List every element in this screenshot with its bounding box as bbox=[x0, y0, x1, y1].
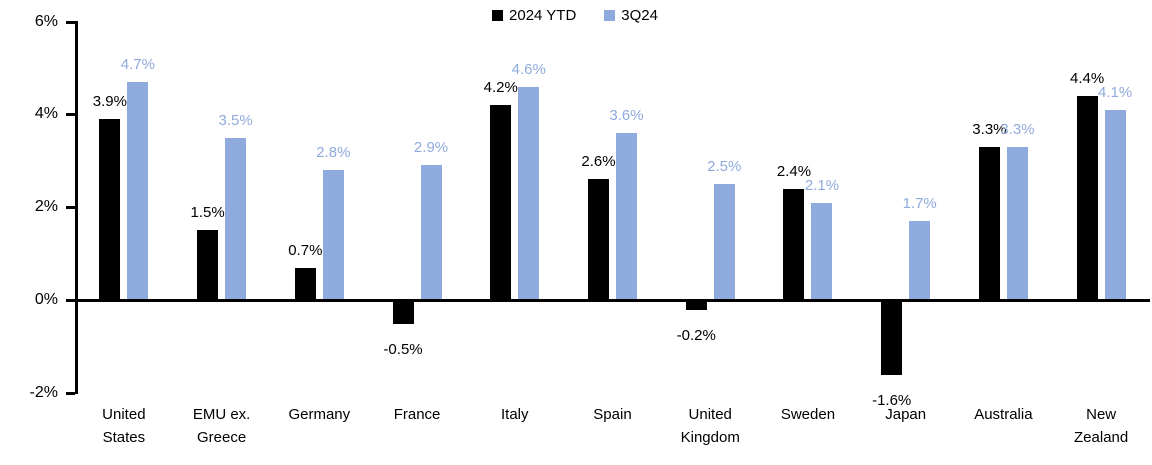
data-label-2024-ytd-australia: 3.3% bbox=[972, 120, 1007, 138]
y-axis-tick-label: 2% bbox=[34, 198, 58, 216]
bar-2024-ytd-germany bbox=[294, 267, 316, 300]
y-axis-tick-label: 0% bbox=[34, 291, 58, 308]
legend-label-2024-ytd: 2024 YTD bbox=[509, 7, 577, 24]
bar-2024-ytd-australia bbox=[978, 146, 1000, 300]
legend-swatch-3q24 bbox=[604, 10, 616, 21]
y-axis-tick-mark bbox=[66, 113, 75, 117]
legend-swatch-2024-ytd bbox=[492, 10, 504, 21]
x-axis-category-label-france: France bbox=[393, 406, 441, 423]
y-axis-tick-mark bbox=[66, 206, 75, 210]
bar-3q24-italy bbox=[518, 86, 540, 300]
x-axis-category-label-spain: Spain bbox=[593, 406, 632, 423]
chart-legend: 2024 YTD 3Q24 bbox=[75, 7, 1075, 24]
y-axis-tick-label: 4% bbox=[34, 105, 58, 123]
bar-3q24-france bbox=[420, 165, 442, 300]
legend-item-3q24: 3Q24 bbox=[604, 7, 658, 24]
data-label-3q24-spain: 3.6% bbox=[609, 106, 644, 124]
y-axis-tick-label: -2% bbox=[29, 383, 58, 401]
x-axis-category-label-australia: Australia bbox=[974, 406, 1033, 423]
bar-2024-ytd-spain bbox=[588, 179, 609, 300]
data-label-3q24-united-states: 4.7% bbox=[120, 55, 155, 73]
x-axis-category-label-germany: Germany bbox=[288, 406, 351, 423]
bar-2024-ytd-japan bbox=[881, 301, 903, 376]
data-label-2024-ytd-italy: 4.2% bbox=[483, 79, 518, 97]
x-axis-zero-line bbox=[75, 299, 1150, 302]
data-label-2024-ytd-spain: 2.6% bbox=[581, 153, 616, 171]
data-label-2024-ytd-france: -0.5% bbox=[383, 341, 423, 359]
bar-3q24-spain bbox=[616, 132, 637, 300]
data-label-2024-ytd-japan: -1.6% bbox=[872, 392, 912, 410]
bar-3q24-emu-ex-greece bbox=[225, 137, 247, 300]
bar-2024-ytd-sweden bbox=[783, 188, 805, 300]
bar-2024-ytd-united-kingdom bbox=[685, 301, 707, 311]
bar-3q24-australia bbox=[1006, 146, 1028, 300]
bar-3q24-new-zealand bbox=[1104, 109, 1126, 300]
data-label-3q24-united-kingdom: 2.5% bbox=[707, 158, 742, 175]
bar-2024-ytd-new-zealand bbox=[1076, 95, 1098, 300]
bar-3q24-sweden bbox=[811, 202, 833, 300]
x-axis-category-label-japan: Japan bbox=[885, 406, 927, 423]
bar-2024-ytd-united-states bbox=[99, 119, 121, 300]
x-axis-category-label-new-zealand: New Zealand bbox=[1074, 406, 1129, 446]
data-label-3q24-germany: 2.8% bbox=[316, 144, 351, 162]
bar-2024-ytd-emu-ex-greece bbox=[197, 230, 219, 300]
data-label-3q24-japan: 1.7% bbox=[902, 195, 937, 213]
y-axis-tick-mark bbox=[66, 20, 75, 24]
bar-2024-ytd-italy bbox=[490, 105, 512, 300]
x-axis-category-label-united-states: United States bbox=[102, 406, 146, 446]
bar-3q24-japan bbox=[909, 221, 931, 300]
y-axis-tick-label: 6% bbox=[34, 12, 58, 30]
bar-2024-ytd-france bbox=[392, 301, 414, 325]
x-axis-category-label-italy: Italy bbox=[501, 406, 529, 423]
data-label-2024-ytd-emu-ex-greece: 1.5% bbox=[190, 204, 225, 222]
data-label-3q24-sweden: 2.1% bbox=[804, 176, 840, 194]
x-axis-category-label-united-kingdom: United Kingdom bbox=[680, 406, 740, 446]
data-label-3q24-australia: 3.3% bbox=[1000, 120, 1035, 138]
bar-3q24-united-states bbox=[127, 81, 149, 300]
bar-3q24-germany bbox=[322, 170, 344, 300]
data-label-2024-ytd-new-zealand: 4.4% bbox=[1070, 69, 1105, 87]
y-axis-tick-mark bbox=[66, 391, 75, 395]
y-axis-line bbox=[75, 21, 78, 394]
legend-label-3q24: 3Q24 bbox=[621, 7, 658, 24]
data-label-2024-ytd-germany: 0.7% bbox=[288, 241, 323, 259]
x-axis-category-label-sweden: Sweden bbox=[780, 406, 836, 423]
data-label-2024-ytd-united-kingdom: -0.2% bbox=[676, 327, 716, 345]
bar-3q24-united-kingdom bbox=[713, 184, 735, 300]
legend-item-2024-ytd: 2024 YTD bbox=[492, 7, 576, 24]
data-label-3q24-italy: 4.6% bbox=[511, 60, 546, 78]
data-label-3q24-new-zealand: 4.1% bbox=[1098, 83, 1133, 101]
data-label-2024-ytd-united-states: 3.9% bbox=[92, 93, 127, 111]
data-label-3q24-france: 2.9% bbox=[413, 139, 449, 157]
x-axis-category-label-emu-ex-greece: EMU ex. Greece bbox=[192, 406, 251, 446]
data-label-2024-ytd-sweden: 2.4% bbox=[776, 162, 812, 180]
data-label-3q24-emu-ex-greece: 3.5% bbox=[218, 111, 253, 129]
y-axis-tick-mark bbox=[66, 299, 75, 302]
